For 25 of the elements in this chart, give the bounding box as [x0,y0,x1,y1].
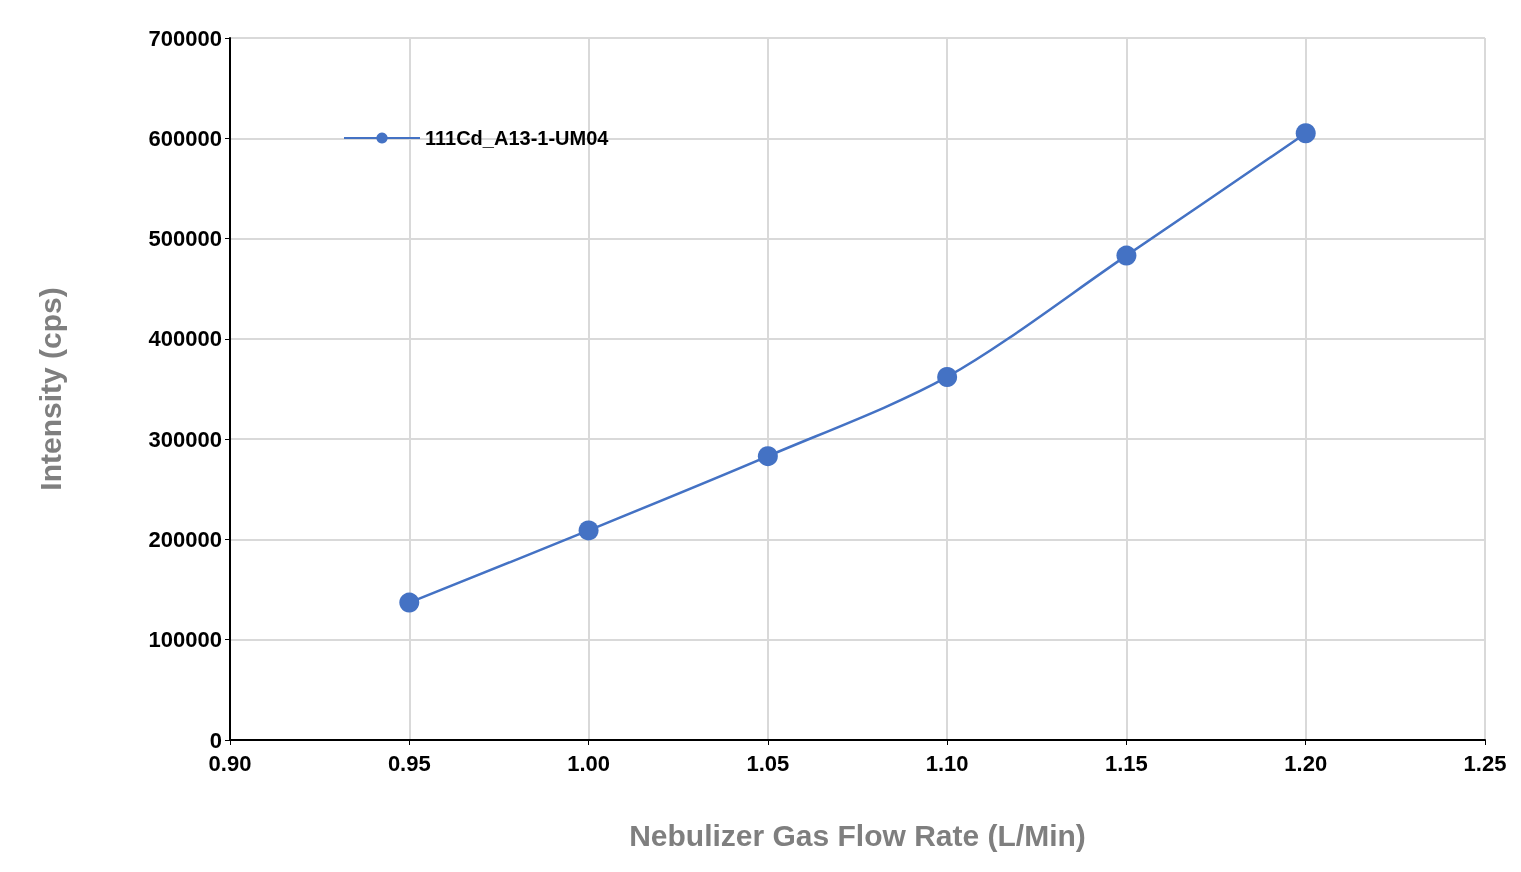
x-tick-label: 1.00 [567,750,610,776]
point [1116,245,1137,266]
y-tick-label: 700000 [148,25,222,51]
y-tick-label: 600000 [148,125,222,151]
x-tick-label: 0.95 [387,750,431,776]
y-tick-label: 200000 [148,526,222,552]
y-tick-label: 300000 [148,426,222,452]
y-tick-label: 0 [209,727,222,753]
x-tick-label: 1.15 [1105,750,1148,776]
point [937,366,958,387]
point [757,446,778,467]
point [1295,123,1316,144]
point [399,592,420,613]
y-tick-label: 500000 [148,226,222,252]
x-tick-label: 1.05 [746,750,790,776]
y-tick-label: 100000 [148,627,222,653]
x-tick-label: 1.20 [1284,750,1328,776]
point [578,520,599,541]
x-tick-label: 0.90 [208,750,252,776]
x-axis-title: Nebulizer Gas Flow Rate (L/Min) [629,818,1086,852]
y-tick-label: 400000 [148,326,222,352]
y-axis-title: Intensity (cps) [33,287,67,491]
legend-label: 111Cd_A13-1-UM04 [425,127,610,149]
x-tick-label: 1.10 [925,750,969,776]
x-tick-label: 1.25 [1463,750,1507,776]
